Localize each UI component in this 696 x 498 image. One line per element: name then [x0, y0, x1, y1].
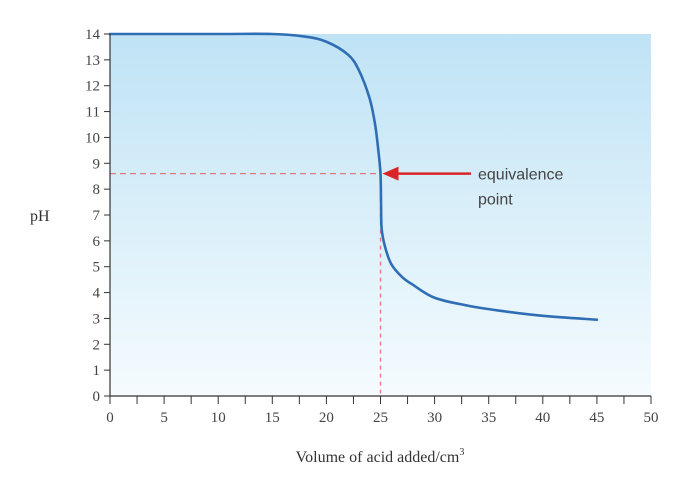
y-axis-label: pH: [30, 208, 50, 225]
y-tick-label: 8: [93, 182, 101, 198]
x-tick-label: 15: [265, 410, 280, 426]
y-tick-label: 7: [93, 208, 101, 224]
x-axis-label: Volume of acid added/cm3: [296, 447, 465, 466]
x-tick-label: 40: [535, 410, 550, 426]
x-tick-label: 5: [160, 410, 168, 426]
y-tick-label: 5: [93, 260, 101, 276]
annotation-label-line-0: equivalence: [478, 167, 564, 184]
series-line-0: [108, 32, 599, 322]
y-tick-label: 13: [85, 53, 100, 69]
annotation-label-line-1: point: [478, 192, 513, 209]
y-tick-label: 12: [85, 79, 100, 95]
y-tick-label: 0: [93, 389, 101, 405]
x-tick-label: 20: [319, 410, 334, 426]
x-tick-label: 35: [481, 410, 496, 426]
y-tick-label: 6: [93, 234, 101, 250]
annotation-arrow-head: [382, 166, 399, 181]
x-tick-label: 25: [373, 410, 388, 426]
y-tick-label: 14: [85, 27, 101, 43]
y-tick-label: 4: [93, 286, 101, 302]
y-tick-label: 2: [93, 337, 101, 353]
y-tick-label: 11: [86, 105, 100, 121]
x-axis-label-superscript: 3: [459, 447, 464, 458]
y-tick-label: 3: [93, 311, 101, 327]
y-tick-label: 10: [85, 130, 100, 146]
x-tick-label: 30: [427, 410, 442, 426]
y-tick-label: 1: [93, 363, 101, 379]
y-tick-label: 9: [93, 156, 101, 172]
x-tick-label: 10: [211, 410, 226, 426]
x-tick-label: 0: [106, 410, 114, 426]
x-tick-label: 45: [589, 410, 604, 426]
x-tick-label: 50: [644, 410, 659, 426]
